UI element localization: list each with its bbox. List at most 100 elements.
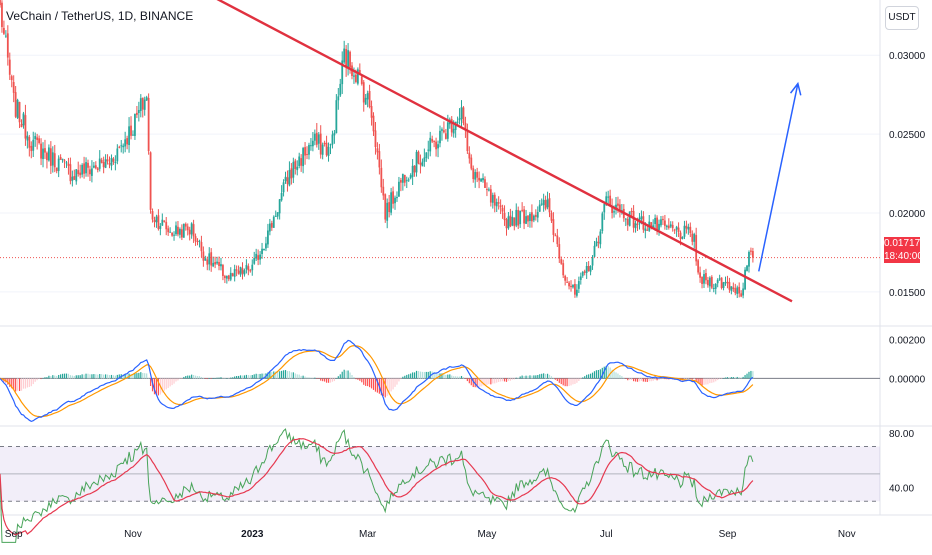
macd-histogram-bar (329, 378, 332, 383)
candle (296, 160, 299, 176)
rsi-line (0, 428, 754, 543)
macd-histogram-bar (744, 375, 746, 379)
candle-body (192, 224, 195, 237)
candle (695, 227, 698, 266)
macd-histogram-bar (44, 377, 46, 379)
macd-histogram-bar (302, 375, 304, 379)
candle-body (1, 2, 3, 28)
candle-body (75, 169, 78, 182)
candle (284, 171, 287, 184)
macd-histogram-bar (656, 378, 658, 381)
candle-body (261, 248, 263, 255)
candle (546, 191, 549, 210)
candle (708, 276, 711, 292)
candle-body (394, 197, 396, 204)
macd-histogram-bar (402, 376, 404, 379)
descending-trendline[interactable] (129, 0, 793, 303)
candle-body (47, 147, 50, 161)
candle (63, 159, 66, 169)
candle-body (431, 139, 434, 142)
candle-body (640, 216, 643, 219)
candle-body (656, 217, 658, 231)
candle (118, 145, 121, 149)
candle-body (353, 75, 355, 77)
candle-body (654, 217, 657, 225)
macd-histogram-bar (337, 376, 339, 379)
macd-histogram-bar (73, 375, 75, 379)
candle-body (302, 148, 305, 167)
candle-body (568, 282, 570, 287)
candle-body (419, 162, 422, 165)
macd-histogram-bar (314, 377, 316, 379)
candle (746, 264, 748, 272)
macd-histogram-bar (572, 378, 574, 385)
macd-histogram-bar (685, 378, 687, 380)
candle-body (206, 259, 209, 265)
candle (259, 251, 261, 265)
macd-histogram-bar (108, 375, 111, 379)
projection-arrow[interactable] (758, 83, 799, 272)
macd-histogram-bar (627, 378, 629, 381)
candle-body (30, 145, 33, 152)
macd-histogram-bar (130, 374, 132, 379)
macd-histogram-bar (30, 378, 32, 387)
currency-button[interactable]: USDT (885, 6, 919, 30)
macd-histogram-bar (429, 371, 431, 379)
macd-histogram-bar (58, 374, 60, 379)
candle (675, 225, 678, 237)
macd-histogram-bar (525, 375, 527, 379)
candle (579, 272, 582, 285)
price-tick-label: 0.01500 (889, 288, 926, 299)
candle (366, 90, 369, 108)
candle (556, 228, 559, 248)
candle-body (560, 259, 563, 264)
macd-histogram-bar (288, 371, 291, 379)
candle (247, 263, 250, 276)
candle-body (110, 157, 113, 166)
macd-histogram-bar (144, 373, 146, 379)
macd-histogram-bar (607, 366, 609, 379)
candle (726, 275, 729, 289)
macd-histogram-bar (116, 374, 118, 379)
candle-body (134, 113, 136, 136)
candle (51, 146, 54, 173)
macd-histogram-bar (372, 378, 375, 390)
candle (368, 84, 371, 109)
macd-histogram-bar (196, 376, 199, 379)
candle-body (636, 223, 639, 225)
candle (12, 75, 15, 103)
candle (493, 192, 496, 213)
candle-body (554, 235, 557, 237)
macd-histogram-bar (339, 374, 341, 379)
macd-histogram-bar (507, 378, 510, 381)
macd-histogram-bar (60, 374, 62, 379)
candle-body (112, 158, 115, 162)
candle-body (333, 132, 336, 136)
macd-histogram-bar (210, 378, 212, 379)
candle-body (12, 82, 15, 93)
candle-body (562, 263, 565, 276)
macd-histogram-bar (458, 376, 461, 379)
macd-histogram-bar (601, 367, 603, 379)
candle-body (613, 211, 615, 213)
candle (599, 229, 602, 249)
macd-histogram-bar (369, 378, 371, 388)
candle-body (165, 221, 168, 230)
candle-body (720, 277, 723, 289)
candle-body (135, 112, 138, 115)
macd-histogram-bar (200, 376, 203, 379)
candle-body (270, 222, 273, 228)
macd-histogram-bar (345, 370, 347, 379)
candle-body (296, 166, 299, 171)
candle-body (141, 97, 144, 110)
candle (681, 236, 684, 240)
candle (626, 216, 629, 231)
candle (464, 116, 467, 138)
candle (570, 280, 572, 292)
macd-histogram-bar (492, 378, 494, 384)
candle-body (705, 273, 707, 281)
candle (153, 216, 156, 228)
candle-body (515, 209, 518, 226)
